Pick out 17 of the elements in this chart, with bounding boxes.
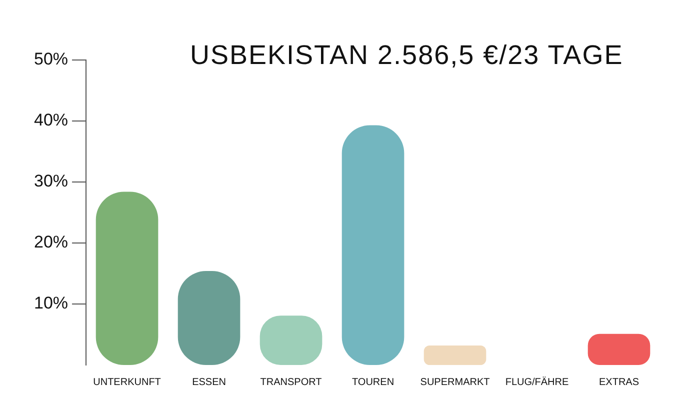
y-tick-label: 10%	[34, 294, 68, 313]
bar	[96, 192, 158, 365]
y-tick-label: 20%	[34, 232, 68, 252]
x-tick-label: TOUREN	[352, 376, 394, 388]
bar	[588, 334, 650, 365]
x-tick-label: FLUG/FÄHRE	[505, 376, 570, 388]
x-tick-label: EXTRAS	[598, 376, 640, 388]
x-tick-label: UNTERKUNFT	[93, 376, 161, 388]
x-tick-label: TRANSPORT	[260, 376, 322, 388]
x-tick-label: ESSEN	[192, 376, 226, 388]
bar	[342, 125, 404, 365]
chart-title: USBEKISTAN 2.586,5 €/23 TAGE	[190, 40, 624, 71]
y-tick-label: 40%	[34, 110, 68, 130]
y-tick-label: 50%	[34, 50, 68, 69]
y-tick-label: 30%	[34, 172, 68, 191]
bar	[424, 345, 486, 365]
x-tick-label: SUPERMARKT	[420, 376, 490, 388]
